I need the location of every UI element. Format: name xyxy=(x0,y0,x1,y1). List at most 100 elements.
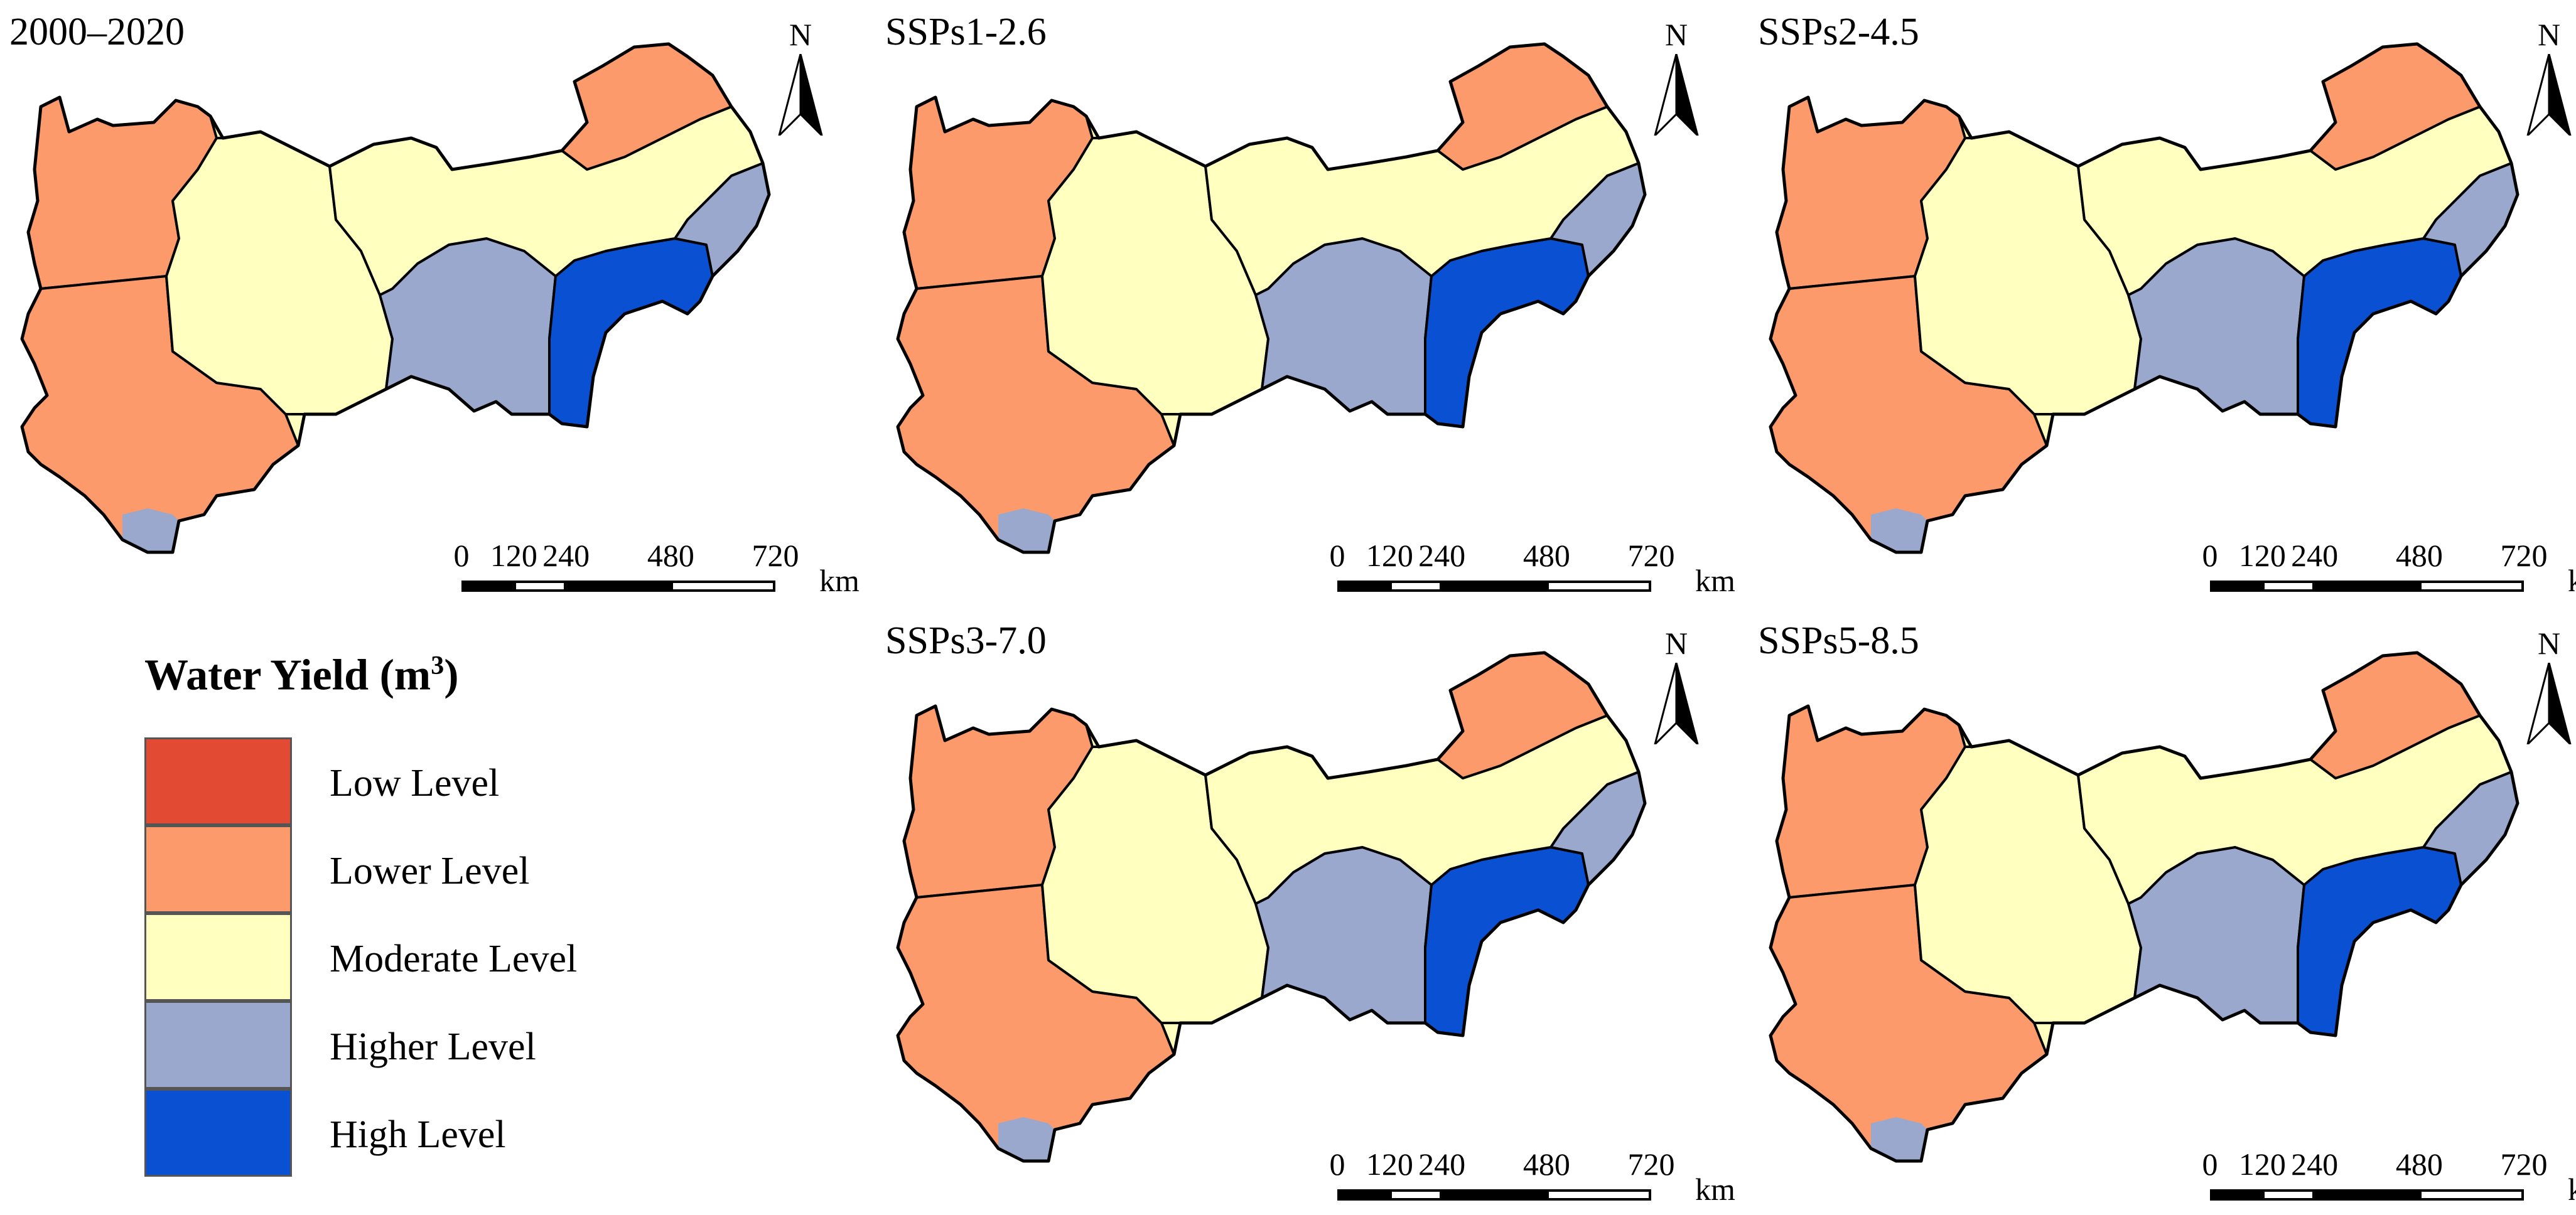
scale-tick-label: 0 xyxy=(453,538,470,573)
north-arrow-icon xyxy=(1654,663,1699,744)
legend-swatch xyxy=(144,1001,292,1089)
south-higher-zone xyxy=(1871,1117,1927,1161)
north-arrow: N xyxy=(1639,19,1714,138)
scale-segment xyxy=(2262,581,2315,592)
legend-label: Moderate Level xyxy=(330,938,578,980)
scale-segment xyxy=(2210,1189,2263,1201)
scale-tick-label: 480 xyxy=(647,538,694,573)
scale-segment xyxy=(671,581,775,592)
scale-tick-label: 480 xyxy=(2395,538,2443,573)
north-arrow: N xyxy=(763,19,838,138)
map-panel-baseline: 2000–2020 N 0 120 240 480 720 km xyxy=(9,11,860,596)
north-arrow: N xyxy=(2511,628,2576,747)
scale-segment xyxy=(2210,581,2263,592)
basin-boundary xyxy=(20,42,771,554)
scale-segment xyxy=(1337,581,1390,592)
scale-unit: km xyxy=(819,563,860,598)
scale-tick-label: 120 xyxy=(1366,1147,1413,1182)
region-map xyxy=(896,651,1647,1163)
north-label: N xyxy=(1664,17,1688,52)
scale-tick-label: 720 xyxy=(2500,538,2548,573)
province-region xyxy=(1424,237,1590,428)
scale-tick-label: 0 xyxy=(1329,538,1345,573)
legend-swatch xyxy=(144,737,292,825)
legend-item-low: Low Level xyxy=(144,737,709,825)
legend: Water Yield (m3) Low Level Lower Level M… xyxy=(138,653,766,1177)
legend-swatch xyxy=(144,1089,292,1177)
legend-item-high: High Level xyxy=(144,1089,709,1177)
scale-tick-label: 120 xyxy=(1366,538,1413,573)
region-map xyxy=(20,42,771,554)
region-map xyxy=(896,42,1647,554)
basin-boundary xyxy=(896,42,1647,554)
basin-boundary xyxy=(1769,651,2519,1163)
legend-label: Lower Level xyxy=(330,850,530,892)
scale-segment xyxy=(1337,1189,1390,1201)
scale-tick-label: 120 xyxy=(2238,538,2286,573)
scale-tick-label: 0 xyxy=(1329,1147,1345,1182)
province-region xyxy=(548,237,714,428)
scale-tick-label: 240 xyxy=(1418,538,1466,573)
scale-segment xyxy=(2419,581,2524,592)
scale-tick-label: 720 xyxy=(2500,1147,2548,1182)
scale-tick-label: 120 xyxy=(490,538,537,573)
scale-tick-label: 240 xyxy=(2291,1147,2339,1182)
region-map xyxy=(1769,651,2519,1163)
scale-unit: km xyxy=(1695,1172,1735,1207)
scale-tick-label: 480 xyxy=(2395,1147,2443,1182)
north-arrow-icon xyxy=(2526,663,2572,744)
scale-unit: km xyxy=(2568,1172,2576,1207)
scale-tick-label: 720 xyxy=(1627,538,1675,573)
panel-title: SSPs3-7.0 xyxy=(885,619,1047,662)
legend-item-higher: Higher Level xyxy=(144,1001,709,1089)
panel-title: 2000–2020 xyxy=(9,11,185,53)
legend-label: High Level xyxy=(330,1113,506,1156)
province-region xyxy=(2297,237,2462,428)
scale-tick-label: 720 xyxy=(752,538,799,573)
south-higher-zone xyxy=(998,1117,1055,1161)
south-higher-zone xyxy=(122,508,179,552)
scale-tick-label: 480 xyxy=(1522,1147,1570,1182)
scale-tick-label: 240 xyxy=(1418,1147,1466,1182)
north-label: N xyxy=(789,17,812,52)
north-arrow-icon xyxy=(2526,54,2572,136)
basin-boundary xyxy=(1769,42,2519,554)
legend-swatch xyxy=(144,913,292,1001)
scale-tick-label: 0 xyxy=(2202,1147,2218,1182)
province-region xyxy=(2297,846,2462,1037)
panel-title: SSPs2-4.5 xyxy=(1758,11,1919,53)
scale-tick-label: 240 xyxy=(2291,538,2339,573)
legend-item-lower: Lower Level xyxy=(144,825,709,913)
scale-segment xyxy=(1546,581,1651,592)
scale-unit: km xyxy=(2568,563,2576,598)
scale-segment xyxy=(461,581,514,592)
scale-tick-label: 240 xyxy=(542,538,590,573)
panel-title: SSPs1-2.6 xyxy=(885,11,1047,53)
region-map xyxy=(1769,42,2519,554)
map-panel-ssp126: SSPs1-2.6 N 0 120 240 480 720 km xyxy=(885,11,1735,596)
scale-unit: km xyxy=(1695,563,1735,598)
legend-item-moderate: Moderate Level xyxy=(144,913,709,1001)
north-label: N xyxy=(2537,17,2561,52)
scale-tick-label: 0 xyxy=(2202,538,2218,573)
scale-segment xyxy=(514,581,566,592)
south-higher-zone xyxy=(998,508,1055,552)
province-region xyxy=(1424,846,1590,1037)
north-label: N xyxy=(1664,626,1688,661)
scale-tick-label: 480 xyxy=(1522,538,1570,573)
panel-title: SSPs5-8.5 xyxy=(1758,619,1919,662)
scale-segment xyxy=(2314,581,2420,592)
scale-segment xyxy=(1389,581,1442,592)
scale-segment xyxy=(1389,1189,1442,1201)
scale-tick-label: 120 xyxy=(2238,1147,2286,1182)
north-arrow: N xyxy=(2511,19,2576,138)
legend-label: Higher Level xyxy=(330,1025,536,1068)
scale-segment xyxy=(1442,581,1547,592)
